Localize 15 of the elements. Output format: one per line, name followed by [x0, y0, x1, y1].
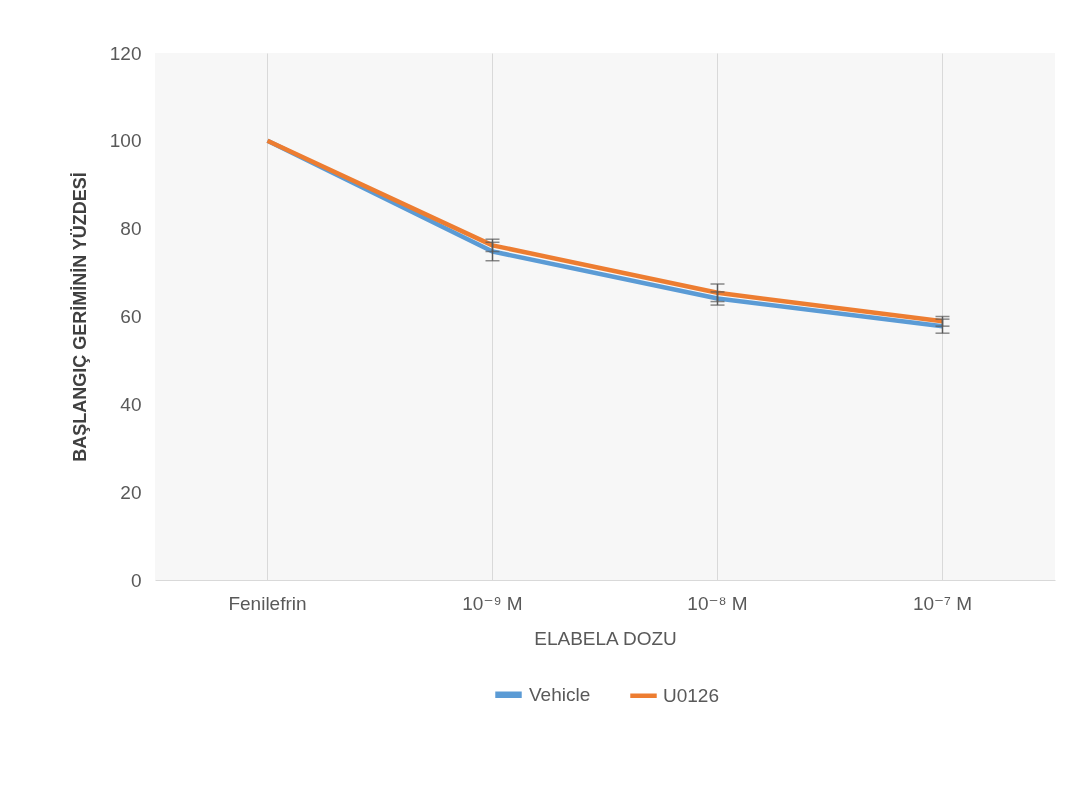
x-axis-title: ELABELA DOZU [534, 627, 677, 649]
y-tick-label: 120 [109, 42, 142, 64]
y-tick-label: 60 [120, 306, 142, 327]
x-tick-label: 10⁻⁹ M [462, 592, 523, 614]
y-tick-label: 20 [120, 481, 142, 503]
y-tick-label: 80 [120, 218, 142, 240]
x-tick-label: Fenilefrin [228, 592, 307, 614]
y-tick-label: 0 [130, 569, 142, 591]
y-tick-label: 100 [109, 130, 142, 152]
y-axis-title: BAŞLANGIÇ GERİMİNİN YÜZDESİ [69, 172, 90, 462]
x-tick-label: 10⁻⁷ M [912, 592, 973, 614]
x-tick-label: 10⁻⁸ M [687, 592, 748, 614]
y-tick-label: 40 [120, 393, 142, 415]
legend-label: U0126 [663, 684, 719, 706]
legend-label: Vehicle [529, 683, 591, 705]
